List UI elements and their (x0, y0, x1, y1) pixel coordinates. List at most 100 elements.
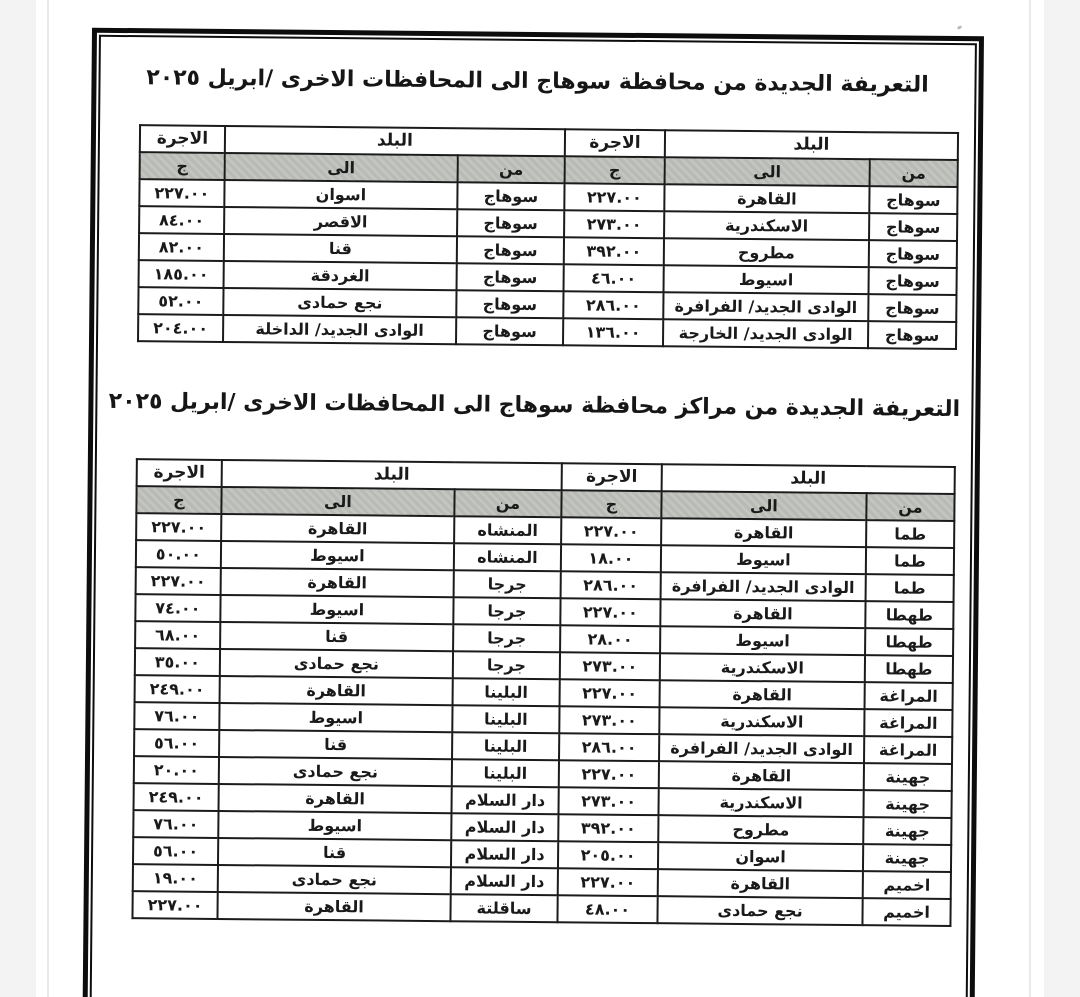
to-cell: اسيوط (220, 594, 454, 625)
fare-cell: ٢٧٣.٠٠ (558, 787, 659, 816)
fare-cell: ٢٤٩.٠٠ (133, 783, 219, 811)
from-cell: سوهاج (867, 321, 957, 350)
subheader-currency-right: ج (564, 156, 665, 185)
from-cell: المراغة (864, 709, 953, 738)
fare-table-governorate: البلد الاجرة البلد الاجرة من الى ج من ال… (136, 124, 960, 351)
from-cell: طما (866, 520, 955, 549)
from-cell: المراغة (864, 682, 953, 711)
from-cell: جرجا (453, 570, 561, 599)
from-cell: البلينا (451, 759, 559, 788)
fare-cell: ٥٦.٠٠ (133, 729, 220, 757)
fare-cell: ٨٢.٠٠ (138, 233, 225, 261)
fare-cell: ٥٢.٠٠ (138, 287, 224, 315)
from-cell: جرجا (453, 624, 561, 653)
from-cell: سوهاج (869, 186, 958, 215)
fare-cell: ٧٦.٠٠ (134, 702, 220, 730)
to-cell: الاسكندرية (659, 707, 865, 737)
fare-cell: ٢٢٧.٠٠ (139, 179, 225, 207)
scan-margin-right (1044, 0, 1080, 997)
fare-cell: ٨٤.٠٠ (139, 206, 225, 234)
fare-cell: ٢٠.٠٠ (133, 756, 219, 784)
fare-cell: ٢٨٦.٠٠ (563, 291, 664, 320)
to-cell: اسيوط (660, 626, 866, 656)
fare-cell: ٢٢٧.٠٠ (560, 598, 661, 627)
fare-cell: ٤٨.٠٠ (557, 895, 658, 924)
fare-cell: ٧٤.٠٠ (135, 594, 221, 622)
to-cell: الوادى الجديد/ الفرافرة (658, 734, 865, 764)
fare-cell: ٣٩٢.٠٠ (558, 814, 659, 843)
from-cell: المراغة (863, 736, 953, 765)
subheader-to-right: الى (661, 491, 867, 521)
to-cell: القاهرة (220, 567, 454, 598)
from-cell: سوهاج (869, 213, 958, 242)
document-border-frame-inner: التعريفة الجديدة من محافظة سوهاج الى الم… (88, 34, 977, 997)
to-cell: الاسكندرية (659, 653, 866, 683)
page-title-centers-fares: التعريفة الجديدة من مراكز محافظة سوهاج ا… (108, 388, 961, 423)
from-cell: سوهاج (456, 290, 564, 319)
fare-table-centers: البلد الاجرة البلد الاجرة من الى ج من ال… (131, 458, 956, 928)
subheader-to-left: الى (224, 152, 458, 183)
col-header-country-left: البلد (221, 459, 562, 491)
fare-cell: ٢٢٧.٠٠ (136, 513, 222, 541)
fare-cell: ١٣٦.٠٠ (562, 318, 664, 347)
to-cell: قنا (223, 233, 458, 264)
from-cell: دار السلام (450, 867, 558, 896)
from-cell: جرجا (452, 651, 561, 680)
to-cell: اسوان (657, 842, 864, 872)
to-cell: القاهرة (217, 891, 451, 922)
fare-cell: ٦٨.٠٠ (135, 621, 221, 649)
col-header-fare-right: الاجرة (564, 129, 666, 158)
fare-cell: ٢٧٣.٠٠ (564, 210, 665, 239)
to-cell: الوادى الجديد/ الفرافرة (663, 292, 869, 322)
col-header-country-right: البلد (661, 464, 955, 495)
from-cell: دار السلام (451, 813, 559, 842)
from-cell: سوهاج (457, 182, 565, 211)
from-cell: سوهاج (457, 209, 565, 238)
subheader-to-right: الى (664, 157, 870, 187)
page-edge-line-left (47, 0, 49, 997)
from-cell: اخميم (862, 898, 951, 927)
to-cell: الوادى الجديد/ الداخلة (222, 314, 457, 345)
fare-table-governorate-body: سوهاج القاهرة ٢٢٧.٠٠ سوهاج اسوان ٢٢٧.٠٠ سوهاج ا… (137, 179, 958, 350)
to-cell: نجع حمادى (219, 648, 454, 679)
fare-cell: ١٨٥.٠٠ (138, 260, 224, 288)
fare-cell: ٢٨.٠٠ (560, 625, 661, 654)
from-cell: دار السلام (450, 840, 559, 869)
to-cell: الوادى الجديد/ الفرافرة (660, 572, 866, 602)
fare-cell: ١٨.٠٠ (560, 544, 662, 573)
subheader-from-left: من (457, 155, 565, 184)
subheader-from-left: من (454, 489, 562, 518)
fare-cell: ٢٤٩.٠٠ (134, 675, 220, 703)
fare-cell: ٤٦.٠٠ (563, 264, 664, 293)
fare-cell: ٥٦.٠٠ (132, 837, 219, 865)
to-cell: اسيوط (220, 540, 455, 571)
fare-cell: ٢٢٧.٠٠ (132, 891, 218, 919)
to-cell: اسيوط (663, 265, 869, 295)
col-header-fare-left: الاجرة (139, 125, 226, 153)
from-cell: سوهاج (868, 267, 957, 296)
to-cell: اسيوط (219, 702, 453, 733)
subheader-from-right: من (869, 159, 958, 188)
to-cell: اسيوط (218, 810, 452, 841)
fare-cell: ٢٢٧.٠٠ (557, 868, 658, 897)
from-cell: سوهاج (455, 317, 564, 346)
from-cell: دار السلام (451, 786, 559, 815)
fare-cell: ٣٩٢.٠٠ (563, 237, 665, 266)
to-cell: اسوان (224, 179, 458, 210)
scan-margin-left (0, 0, 36, 997)
to-cell: القاهرة (219, 675, 453, 706)
fare-cell: ٧٦.٠٠ (133, 810, 219, 838)
subheader-currency-right: ج (561, 490, 662, 519)
fare-cell: ٢٠٥.٠٠ (557, 841, 659, 870)
from-cell: جهينة (863, 790, 952, 819)
col-header-country-left: البلد (224, 126, 566, 157)
to-cell: قنا (218, 729, 453, 760)
to-cell: نجع حمادى (223, 287, 457, 318)
from-cell: جرجا (453, 597, 561, 626)
to-cell: الوادى الجديد/ الخارجة (662, 319, 869, 349)
to-cell: القاهرة (657, 869, 863, 899)
from-cell: طهطا (865, 601, 954, 630)
fare-cell: ٢٧٣.٠٠ (559, 706, 660, 735)
from-cell: جهينة (863, 817, 952, 846)
from-cell: البلينا (452, 705, 560, 734)
